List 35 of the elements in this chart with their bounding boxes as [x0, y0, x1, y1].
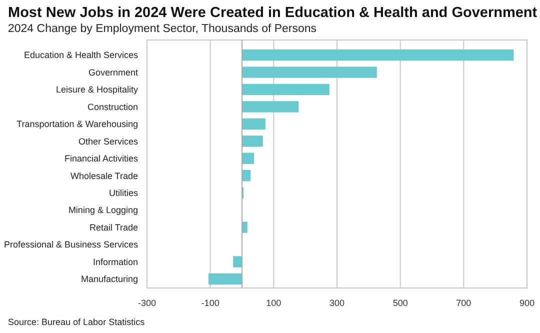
- x-tick-label: -100: [201, 298, 220, 308]
- bar: [242, 84, 330, 96]
- y-tick-label: Leisure & Hospitality: [56, 84, 138, 95]
- bar: [242, 118, 266, 130]
- bar: [242, 66, 377, 78]
- bar: [233, 256, 242, 268]
- x-tick-label: 500: [392, 298, 408, 308]
- y-tick-label: Utilities: [108, 188, 138, 198]
- y-tick-label: Wholesale Trade: [70, 170, 138, 181]
- y-tick-label: Mining & Logging: [68, 205, 138, 216]
- x-tick-label: -300: [138, 298, 156, 308]
- bar: [242, 49, 514, 61]
- x-tick-label: 100: [266, 298, 282, 308]
- bar: [242, 136, 263, 147]
- y-tick-label: Financial Activities: [64, 154, 138, 164]
- y-tick-label: Manufacturing: [80, 274, 138, 284]
- y-tick-label: Retail Trade: [89, 222, 138, 232]
- bar: [208, 273, 242, 285]
- bar: [242, 152, 254, 164]
- y-tick-label: Information: [92, 256, 138, 267]
- x-tick-label: 900: [519, 298, 535, 308]
- y-tick-label: Transportation & Warehousing: [16, 119, 138, 130]
- y-tick-label: Other Services: [78, 136, 138, 146]
- chart-subtitle: 2024 Change by Employment Sector, Thousands of Persons: [8, 23, 317, 35]
- y-tick-label: Professional & Business Services: [4, 240, 138, 250]
- y-tick-label: Education & Health Services: [24, 50, 138, 60]
- bar: [242, 170, 251, 182]
- x-tick-label: 300: [329, 298, 345, 308]
- bar: [242, 222, 248, 233]
- source-note: Source: Bureau of Labor Statistics: [8, 317, 146, 327]
- y-tick-label: Construction: [87, 102, 138, 112]
- y-tick-label: Government: [88, 67, 138, 78]
- bar: [242, 101, 299, 112]
- chart-title: Most New Jobs in 2024 Were Created in Education & Health and Government: [8, 5, 538, 21]
- x-tick-label: 700: [456, 298, 472, 308]
